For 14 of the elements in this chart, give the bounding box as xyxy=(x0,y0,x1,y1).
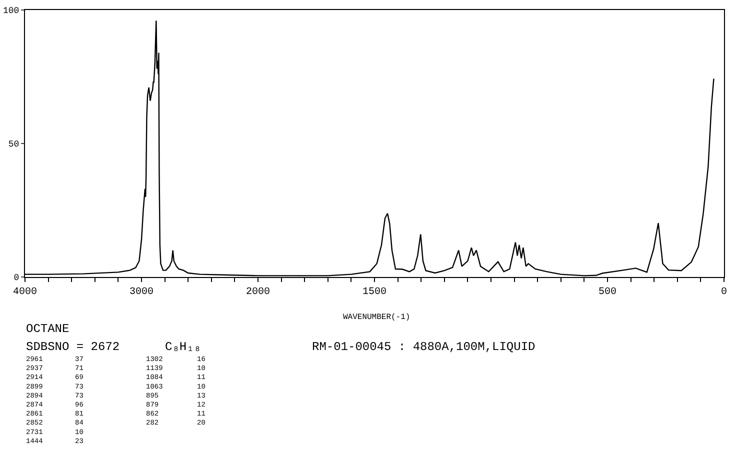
text: C₈H₁₈ xyxy=(165,340,202,354)
text: OCTANE xyxy=(26,322,70,336)
x-axis-title: WAVENUMBER(-1) xyxy=(343,313,410,322)
x-tick-label: 2000 xyxy=(246,287,270,298)
y-tick-label: 100 xyxy=(2,6,20,16)
x-tick-label: 3000 xyxy=(129,287,154,298)
x-tick-label: 500 xyxy=(598,287,617,298)
text: RM-01-00045 : 4880A,100M,LIQUID xyxy=(312,340,536,354)
x-tick-label: 0 xyxy=(720,287,728,298)
y-tick-label: 0 xyxy=(14,273,20,284)
x-tick-label: 1500 xyxy=(362,287,387,298)
y-tick-label: 50 xyxy=(8,140,20,150)
text: SDBSNO = 2672 xyxy=(26,340,120,354)
x-tick-label: 4000 xyxy=(12,287,38,298)
